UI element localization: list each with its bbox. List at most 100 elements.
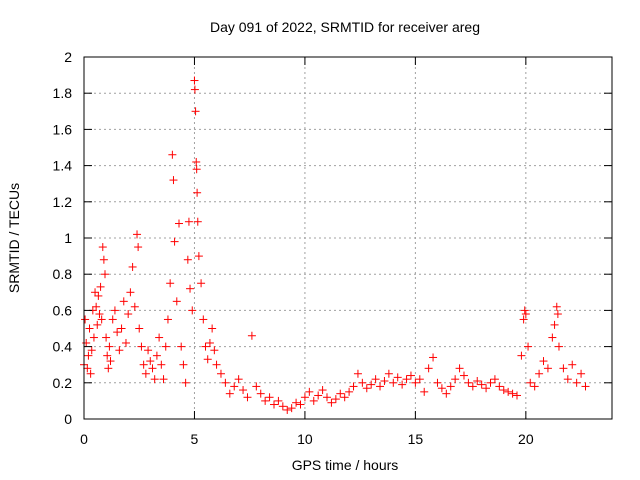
data-point (437, 384, 446, 393)
y-axis-label: SRMTID / TECUs (6, 183, 22, 293)
data-point (256, 389, 265, 398)
data-point (415, 375, 424, 384)
data-point (155, 333, 164, 342)
data-point (524, 342, 533, 351)
data-point (490, 375, 499, 384)
data-point (126, 288, 135, 297)
data-point (389, 378, 398, 387)
data-point (205, 338, 214, 347)
data-point (184, 217, 193, 226)
data-points (80, 76, 590, 414)
data-point (331, 395, 340, 404)
data-point (83, 364, 92, 373)
data-point (230, 382, 239, 391)
data-point (157, 360, 166, 369)
data-point (521, 310, 530, 319)
data-point (144, 346, 153, 355)
data-point (135, 324, 144, 333)
data-point (323, 393, 332, 402)
data-point (305, 387, 314, 396)
data-point (179, 360, 188, 369)
data-point (95, 310, 104, 319)
data-point (513, 391, 522, 400)
data-point (203, 355, 212, 364)
data-point (247, 331, 256, 340)
data-point (495, 382, 504, 391)
data-point (548, 333, 557, 342)
data-point (473, 376, 482, 385)
y-tick-label: 0.2 (53, 375, 73, 391)
chart-title: Day 091 of 2022, SRMTID for receiver are… (210, 19, 480, 35)
data-point (146, 357, 155, 366)
data-point (96, 282, 105, 291)
data-point (296, 400, 305, 409)
data-point (455, 364, 464, 373)
data-point (292, 398, 301, 407)
data-point (121, 338, 130, 347)
data-point (446, 382, 455, 391)
data-point (539, 357, 548, 366)
data-point (225, 389, 234, 398)
data-point (243, 393, 252, 402)
data-point (362, 384, 371, 393)
data-point (148, 364, 157, 373)
data-point (559, 364, 568, 373)
data-point (102, 333, 111, 342)
data-point (552, 302, 561, 311)
data-point (265, 393, 274, 402)
data-point (543, 364, 552, 373)
data-point (117, 324, 126, 333)
data-point (340, 393, 349, 402)
data-point (139, 360, 148, 369)
data-point (197, 279, 206, 288)
data-point (193, 188, 202, 197)
data-point (358, 378, 367, 387)
data-point (572, 378, 581, 387)
data-point (81, 315, 90, 324)
data-point (459, 371, 468, 380)
x-tick-label: 5 (191, 431, 199, 447)
data-point (190, 76, 199, 85)
data-point (97, 315, 106, 324)
data-point (283, 405, 292, 414)
data-point (554, 342, 563, 351)
data-point (300, 393, 309, 402)
data-point (99, 255, 108, 264)
data-point (172, 297, 181, 306)
data-point (216, 369, 225, 378)
data-point (519, 315, 528, 324)
data-point (193, 217, 202, 226)
data-point (208, 324, 217, 333)
data-point (504, 387, 513, 396)
y-tick-label: 0.4 (53, 339, 73, 355)
y-tick-label: 1.2 (53, 194, 73, 210)
data-point (105, 342, 114, 351)
y-tick-label: 1.8 (53, 85, 73, 101)
data-point (181, 378, 190, 387)
data-point (183, 255, 192, 264)
data-point (429, 353, 438, 362)
data-point (174, 219, 183, 228)
data-point (411, 378, 420, 387)
data-point (477, 380, 486, 389)
y-tick-label: 0.6 (53, 302, 73, 318)
data-point (89, 333, 98, 342)
data-point (526, 378, 535, 387)
data-point (309, 396, 318, 405)
data-point (535, 369, 544, 378)
data-point (169, 176, 178, 185)
data-point (141, 369, 150, 378)
data-point (550, 320, 559, 329)
data-point (86, 369, 95, 378)
data-point (553, 310, 562, 319)
data-point (451, 375, 460, 384)
data-point (199, 315, 208, 324)
data-point (192, 165, 201, 174)
data-point (188, 306, 197, 315)
data-point (177, 342, 186, 351)
data-point (442, 389, 451, 398)
y-tick-label: 0 (64, 411, 72, 427)
data-point (349, 382, 358, 391)
